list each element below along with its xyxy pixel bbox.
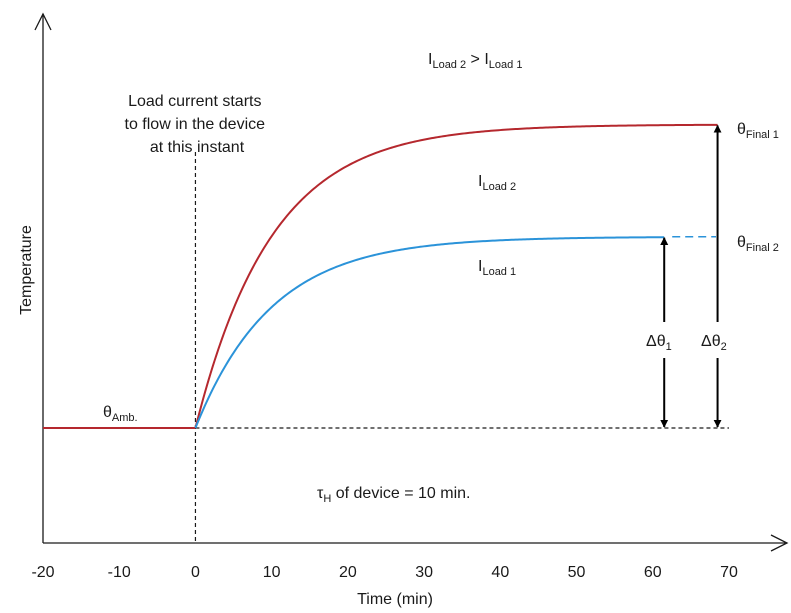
theta-ambient-label: θAmb. [103, 404, 138, 424]
x-axis-arrowhead [770, 534, 789, 552]
delta-theta-2-label: Δθ2 [701, 333, 727, 353]
x-tick-label: 40 [491, 564, 509, 581]
delta-theta-1-label: Δθ1 [646, 333, 672, 353]
load-comparison-label: ILoad 2 > ILoad 1 [428, 51, 522, 71]
theta-final-1-label: θFinal 1 [737, 121, 779, 141]
x-tick-label: 30 [415, 564, 433, 581]
x-tick-labels: -20 -10 0 10 20 30 40 50 60 70 [31, 564, 738, 581]
load-start-note-line-2: to flow in the device [125, 116, 266, 133]
x-tick-label: 50 [568, 564, 586, 581]
y-axis-label: Temperature [18, 225, 35, 315]
load-start-note: Load current starts to flow in the devic… [125, 93, 270, 156]
x-tick-label: 10 [263, 564, 281, 581]
x-tick-label: 70 [720, 564, 738, 581]
y-axis-arrowhead [34, 12, 52, 31]
x-tick-label: 20 [339, 564, 357, 581]
time-constant-note: τH of device = 10 min. [317, 485, 470, 505]
x-tick-label: 0 [191, 564, 200, 581]
series-load-1-curve [194, 236, 665, 429]
theta-final-2-label: θFinal 2 [737, 234, 779, 254]
series-load-2-curve [194, 123, 718, 429]
load-start-note-line-1: Load current starts [128, 93, 261, 110]
x-axis-label: Time (min) [357, 591, 433, 608]
series-label-load-2: ILoad 2 [478, 173, 516, 193]
x-tick-label: -10 [108, 564, 131, 581]
axes [34, 12, 789, 552]
series-label-load-1: ILoad 1 [478, 258, 516, 278]
x-tick-label: 60 [644, 564, 662, 581]
x-tick-label: -20 [31, 564, 54, 581]
load-start-note-line-3: at this instant [150, 139, 245, 156]
